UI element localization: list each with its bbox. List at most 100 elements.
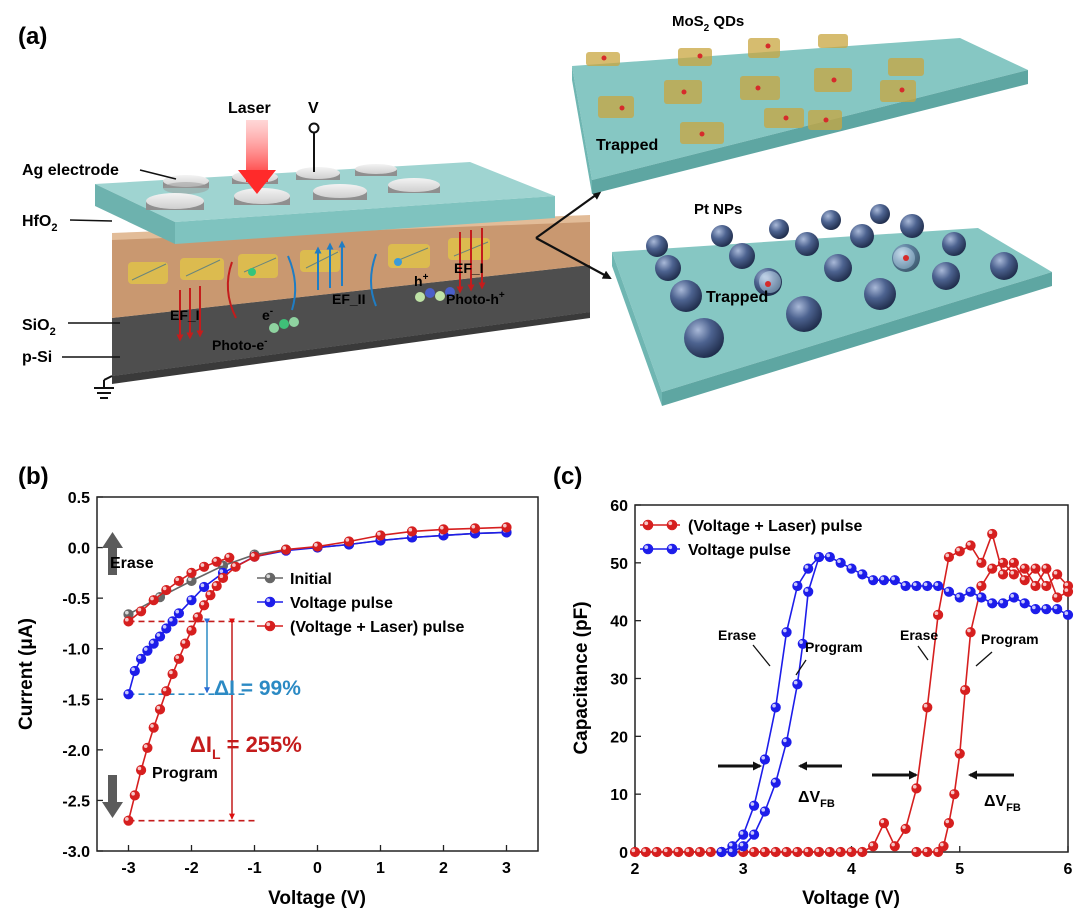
legend-label: Voltage pulse xyxy=(688,542,791,559)
erase-pointer-red xyxy=(917,645,929,661)
series-c xyxy=(629,528,1074,858)
data-point xyxy=(911,580,922,592)
data-point xyxy=(173,608,184,619)
data-point xyxy=(180,638,191,649)
np-title: Pt NPs xyxy=(694,201,742,218)
data-point xyxy=(781,846,792,858)
label-hfo2: HfO2 xyxy=(22,213,57,234)
data-point xyxy=(1052,592,1063,603)
legend-b: Initial Voltage pulse (Voltage + Laser) pu… xyxy=(257,571,465,636)
x-tick-label: -1 xyxy=(247,860,261,877)
x-tick-label: 1 xyxy=(376,860,385,877)
x-tick-label: 6 xyxy=(1064,861,1073,878)
data-point xyxy=(705,846,716,858)
x-tick-label: 5 xyxy=(955,861,964,878)
data-point xyxy=(868,841,879,852)
data-point xyxy=(280,544,292,555)
laser-arrow-head xyxy=(238,170,276,194)
x-tick-label: -2 xyxy=(184,860,198,877)
data-point xyxy=(161,623,172,634)
data-point xyxy=(1052,603,1063,615)
data-point xyxy=(1008,557,1019,568)
panel-b-label: (b) xyxy=(18,463,49,490)
data-point xyxy=(835,557,846,568)
data-point xyxy=(123,815,134,826)
legend-c: (Voltage + Laser) pulse Voltage pulse xyxy=(640,518,863,559)
x-tick-label: 3 xyxy=(502,860,511,877)
data-point xyxy=(900,823,911,834)
data-point xyxy=(684,846,695,858)
data-point xyxy=(186,595,197,606)
data-point xyxy=(965,586,976,597)
data-point xyxy=(1030,563,1041,574)
delta-i-label: ΔI = 99% xyxy=(214,677,301,700)
data-point xyxy=(803,586,814,597)
data-point xyxy=(199,600,210,611)
data-point xyxy=(878,575,890,586)
qd-trapped-charges xyxy=(601,43,905,137)
y-tick-label: 10 xyxy=(610,787,628,804)
data-point xyxy=(900,580,911,592)
data-point xyxy=(813,846,825,858)
data-point xyxy=(406,526,418,537)
data-point xyxy=(976,557,987,568)
data-point xyxy=(1030,580,1041,592)
series-voltage-pulse xyxy=(123,527,512,700)
data-point xyxy=(868,575,879,586)
data-point xyxy=(1019,598,1030,609)
data-point xyxy=(136,764,147,776)
y-tick-label: 0.0 xyxy=(68,541,90,558)
data-point xyxy=(803,563,814,574)
data-point xyxy=(878,817,890,829)
data-point xyxy=(954,546,965,557)
series--voltage-laser-pulse xyxy=(123,522,512,826)
data-point xyxy=(154,704,166,715)
data-point xyxy=(954,748,965,759)
series--voltage-laser-pulse-program xyxy=(911,557,1074,858)
delta-vfb-label-red: ΔVFB xyxy=(984,793,1021,814)
panel-a-label: (a) xyxy=(18,23,47,50)
legend-item: (Voltage + Laser) pulse xyxy=(257,619,465,636)
data-point xyxy=(1041,563,1052,574)
arrow-to-qd-panel xyxy=(535,190,602,239)
data-point xyxy=(922,846,933,858)
data-point xyxy=(824,846,835,858)
data-point xyxy=(960,684,971,696)
data-point xyxy=(136,653,147,664)
y-tick-label: -1.5 xyxy=(62,692,90,709)
data-point xyxy=(1019,563,1030,574)
data-point xyxy=(803,846,814,858)
curve-blue-right xyxy=(370,253,377,307)
ag-disc xyxy=(388,178,440,193)
pt-nanoparticles xyxy=(646,204,1018,358)
ef-arrows-blue xyxy=(314,240,346,290)
label-ef-i-left: EF_I xyxy=(170,307,200,323)
program-label-b: Program xyxy=(152,765,218,782)
data-point xyxy=(129,665,140,677)
y-tick-label: -3.0 xyxy=(62,844,90,861)
ground-icon xyxy=(94,375,114,399)
reference-lines-b xyxy=(128,618,259,822)
layer-labels: Ag electrode HfO2 SiO2 p-Si xyxy=(22,162,177,366)
photo-holes xyxy=(394,258,455,302)
data-point xyxy=(211,556,222,567)
y-tick-label: 30 xyxy=(610,672,628,689)
p-si-bottom xyxy=(112,312,590,384)
y-tick-label: 20 xyxy=(610,729,628,746)
program-arrow xyxy=(108,775,117,805)
data-point xyxy=(938,841,949,852)
program-arrow-head xyxy=(102,802,123,818)
data-point xyxy=(264,620,276,632)
legend-item: Voltage pulse xyxy=(257,595,393,612)
data-point xyxy=(857,569,868,580)
ag-disc xyxy=(296,167,340,180)
data-point xyxy=(738,841,749,852)
y-tick-label: 40 xyxy=(610,614,628,631)
data-point xyxy=(148,595,159,606)
data-point xyxy=(205,590,216,601)
data-point xyxy=(1030,603,1041,615)
data-point xyxy=(997,557,1009,568)
y-tick-label: 0 xyxy=(619,845,628,862)
data-point xyxy=(642,543,654,555)
